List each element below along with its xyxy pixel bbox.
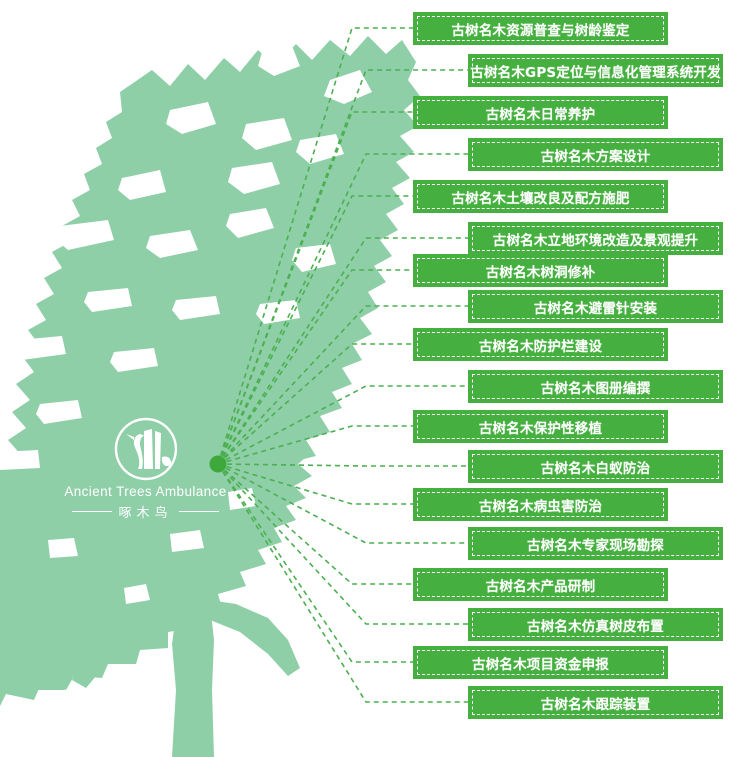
- service-box-label: 古树名木产品研制: [485, 578, 596, 595]
- service-box[interactable]: 古树名木项目资金申报: [413, 646, 668, 679]
- service-box-dashed-border: [417, 16, 664, 41]
- service-box-label: 古树名木土壤改良及配方施肥: [451, 190, 630, 207]
- service-box-label: 古树名木白蚁防治: [540, 460, 651, 477]
- service-box-dashed-border: [417, 100, 664, 125]
- service-box-label: 古树名木保护性移植: [478, 420, 603, 437]
- service-box-label: 古树名木项目资金申报: [472, 656, 609, 673]
- service-box[interactable]: 古树名木图册编撰: [468, 370, 723, 403]
- service-box-label: 古树名木树洞修补: [485, 264, 596, 281]
- service-box-label: 古树名木专家现场勘探: [527, 537, 664, 554]
- service-box[interactable]: 古树名木产品研制: [413, 568, 668, 601]
- service-box-dashed-border: [472, 226, 719, 251]
- service-box-label: 古树名木方案设计: [540, 148, 651, 165]
- service-box-label: 古树名木日常养护: [485, 106, 596, 123]
- service-box-dashed-border: [472, 612, 719, 637]
- service-box-dashed-border: [472, 142, 719, 167]
- service-box-dashed-border: [417, 414, 664, 439]
- central-hub-node[interactable]: [209, 455, 227, 473]
- service-box[interactable]: 古树名木保护性移植: [413, 410, 668, 443]
- service-box-label: 古树名木GPS定位与信息化管理系统开发: [470, 64, 721, 81]
- service-box[interactable]: 古树名木仿真树皮布置: [468, 608, 723, 641]
- service-box-label: 古树名木避雷针安装: [533, 300, 658, 317]
- service-box[interactable]: 古树名木避雷针安装: [468, 290, 723, 323]
- service-box-dashed-border: [472, 374, 719, 399]
- service-box-dashed-border: [417, 332, 664, 357]
- service-box-label: 古树名木病虫害防治: [478, 498, 603, 515]
- service-box-dashed-border: [417, 492, 664, 517]
- service-box-label: 古树名木资源普查与树龄鉴定: [451, 22, 630, 39]
- service-box[interactable]: 古树名木病虫害防治: [413, 488, 668, 521]
- service-box-dashed-border: [472, 294, 719, 319]
- service-box[interactable]: 古树名木跟踪装置: [468, 686, 723, 719]
- service-box-dashed-border: [417, 572, 664, 597]
- service-box-dashed-border: [472, 531, 719, 556]
- service-box[interactable]: 古树名木树洞修补: [413, 254, 668, 287]
- service-box[interactable]: 古树名木土壤改良及配方施肥: [413, 180, 668, 213]
- service-box[interactable]: 古树名木日常养护: [413, 96, 668, 129]
- service-box-dashed-border: [472, 690, 719, 715]
- service-box-label: 古树名木跟踪装置: [540, 696, 651, 713]
- connector-lines: [217, 27, 468, 703]
- service-box[interactable]: 古树名木防护栏建设: [413, 328, 668, 361]
- service-box[interactable]: 古树名木白蚁防治: [468, 450, 723, 483]
- service-box[interactable]: 古树名木专家现场勘探: [468, 527, 723, 560]
- service-box-label: 古树名木图册编撰: [540, 380, 651, 397]
- service-box-label: 古树名木立地环境改造及景观提升: [492, 232, 699, 249]
- service-box-dashed-border: [417, 650, 664, 675]
- service-box[interactable]: 古树名木立地环境改造及景观提升: [468, 222, 723, 255]
- service-box-dashed-border: [472, 58, 719, 83]
- service-box[interactable]: 古树名木资源普查与树龄鉴定: [413, 12, 668, 45]
- service-box[interactable]: 古树名木GPS定位与信息化管理系统开发: [468, 54, 723, 87]
- service-box[interactable]: 古树名木方案设计: [468, 138, 723, 171]
- service-box-dashed-border: [417, 258, 664, 283]
- service-box-dashed-border: [472, 454, 719, 479]
- service-box-dashed-border: [417, 184, 664, 209]
- service-box-label: 古树名木防护栏建设: [478, 338, 603, 355]
- service-box-label: 古树名木仿真树皮布置: [527, 618, 664, 635]
